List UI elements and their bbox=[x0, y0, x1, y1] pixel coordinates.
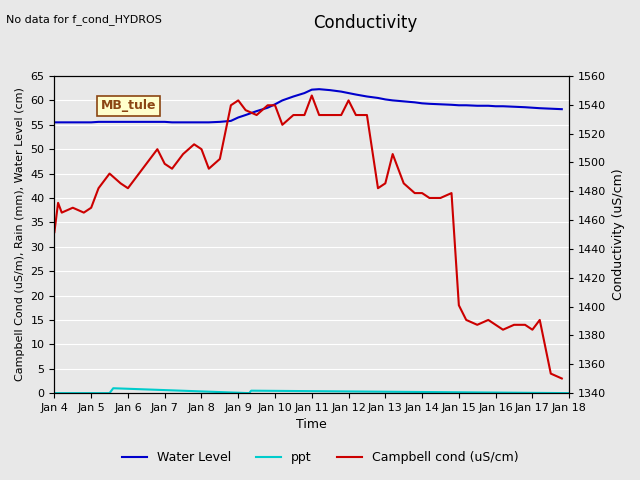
Water Level bbox=[389, 97, 397, 103]
Campbell cond (uS/cm) bbox=[69, 205, 77, 211]
Y-axis label: Conductivity (uS/cm): Conductivity (uS/cm) bbox=[612, 169, 625, 300]
ppt bbox=[109, 385, 117, 391]
ppt bbox=[106, 390, 113, 396]
Line: Campbell cond (uS/cm): Campbell cond (uS/cm) bbox=[54, 96, 562, 379]
Line: Water Level: Water Level bbox=[54, 89, 562, 122]
Water Level bbox=[154, 119, 161, 125]
Text: Conductivity: Conductivity bbox=[313, 14, 417, 33]
Water Level bbox=[51, 120, 58, 125]
ppt bbox=[245, 390, 253, 396]
Legend: Water Level, ppt, Campbell cond (uS/cm): Water Level, ppt, Campbell cond (uS/cm) bbox=[116, 446, 524, 469]
Water Level bbox=[316, 86, 323, 92]
ppt bbox=[565, 390, 573, 396]
Water Level bbox=[484, 103, 492, 108]
ppt bbox=[51, 390, 58, 396]
Text: No data for f_cond_HYDROS: No data for f_cond_HYDROS bbox=[6, 14, 163, 25]
Campbell cond (uS/cm) bbox=[264, 102, 271, 108]
Water Level bbox=[558, 106, 566, 112]
Campbell cond (uS/cm) bbox=[411, 190, 419, 196]
Water Level bbox=[536, 105, 543, 111]
Water Level bbox=[161, 119, 168, 125]
Campbell cond (uS/cm) bbox=[558, 376, 566, 382]
Campbell cond (uS/cm) bbox=[400, 180, 408, 186]
Campbell cond (uS/cm) bbox=[51, 229, 58, 235]
Campbell cond (uS/cm) bbox=[58, 210, 65, 216]
Line: ppt: ppt bbox=[54, 388, 569, 393]
Campbell cond (uS/cm) bbox=[179, 151, 187, 157]
X-axis label: Time: Time bbox=[296, 419, 327, 432]
Water Level bbox=[426, 101, 433, 107]
Campbell cond (uS/cm) bbox=[308, 93, 316, 98]
Y-axis label: Campbell Cond (uS/m), Rain (mm), Water Level (cm): Campbell Cond (uS/m), Rain (mm), Water L… bbox=[15, 88, 25, 382]
ppt bbox=[247, 388, 255, 394]
Text: MB_tule: MB_tule bbox=[100, 99, 156, 112]
